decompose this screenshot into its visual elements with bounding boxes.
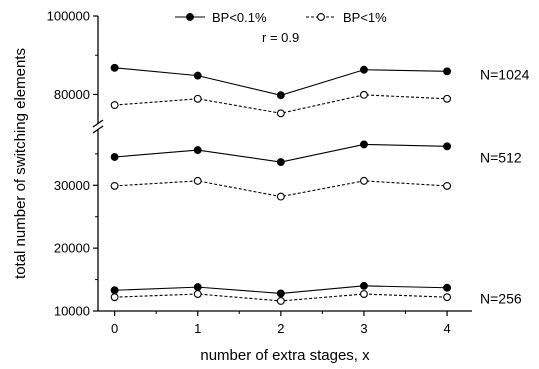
- data-point: [276, 289, 285, 298]
- legend-marker: [317, 13, 325, 21]
- legend-label: BP<1%: [343, 10, 387, 25]
- data-point: [360, 290, 368, 298]
- data-point: [193, 283, 202, 292]
- data-point: [360, 176, 368, 185]
- data-point: [193, 290, 202, 298]
- y-tick-label: 30000: [54, 178, 90, 193]
- data-point: [110, 286, 119, 295]
- data-point: [193, 94, 202, 103]
- group-label: N=1024: [480, 66, 530, 82]
- data-point: [110, 181, 119, 190]
- data-point: [110, 101, 119, 110]
- series-layer: [110, 63, 452, 305]
- data-point: [193, 176, 202, 185]
- annotation: r = 0.9: [262, 30, 299, 45]
- y-tick-label: 10000: [54, 304, 90, 319]
- axis-break-mark-bottom: [92, 125, 104, 134]
- data-point: [276, 109, 285, 118]
- data-point: [193, 71, 202, 80]
- data-point: [276, 192, 285, 201]
- data-point: [360, 65, 368, 74]
- data-point: [443, 67, 452, 76]
- data-point: [360, 90, 368, 99]
- data-point: [276, 296, 285, 305]
- data-point: [360, 281, 368, 290]
- x-tick-label: 3: [360, 321, 367, 336]
- data-point: [110, 293, 119, 302]
- y-tick-label: 100000: [47, 9, 90, 24]
- data-point: [443, 181, 452, 190]
- x-tick-label: 4: [443, 321, 450, 336]
- labels: number of extra stages, x total number of…: [12, 30, 530, 364]
- data-point: [110, 63, 119, 72]
- data-point: [193, 146, 202, 155]
- x-tick-label: 0: [111, 321, 118, 336]
- data-point: [443, 283, 452, 292]
- data-point: [360, 140, 368, 149]
- group-label: N=256: [480, 291, 522, 307]
- legend-label: BP<0.1%: [212, 10, 267, 25]
- data-point: [443, 142, 452, 151]
- legend: BP<0.1% BP<1%: [175, 10, 387, 25]
- data-point: [443, 293, 452, 302]
- legend-marker: [186, 13, 194, 21]
- data-point: [110, 153, 119, 161]
- y-tick-label: 20000: [54, 241, 90, 256]
- data-point: [276, 158, 285, 166]
- y-axis-label: total number of switching elements: [12, 48, 29, 279]
- data-point: [276, 91, 285, 100]
- x-tick-label: 2: [277, 321, 284, 336]
- group-label: N=512: [480, 149, 522, 165]
- x-tick-label: 1: [194, 321, 201, 336]
- axes: 80000 100000 10000 20000 30000 0 1 2 3 4: [47, 9, 472, 336]
- series-line: [114, 67, 448, 96]
- x-axis-label: number of extra stages, x: [200, 347, 370, 364]
- data-point: [443, 94, 452, 103]
- y-tick-label: 80000: [54, 87, 90, 102]
- axis-break-mark-top: [92, 119, 104, 128]
